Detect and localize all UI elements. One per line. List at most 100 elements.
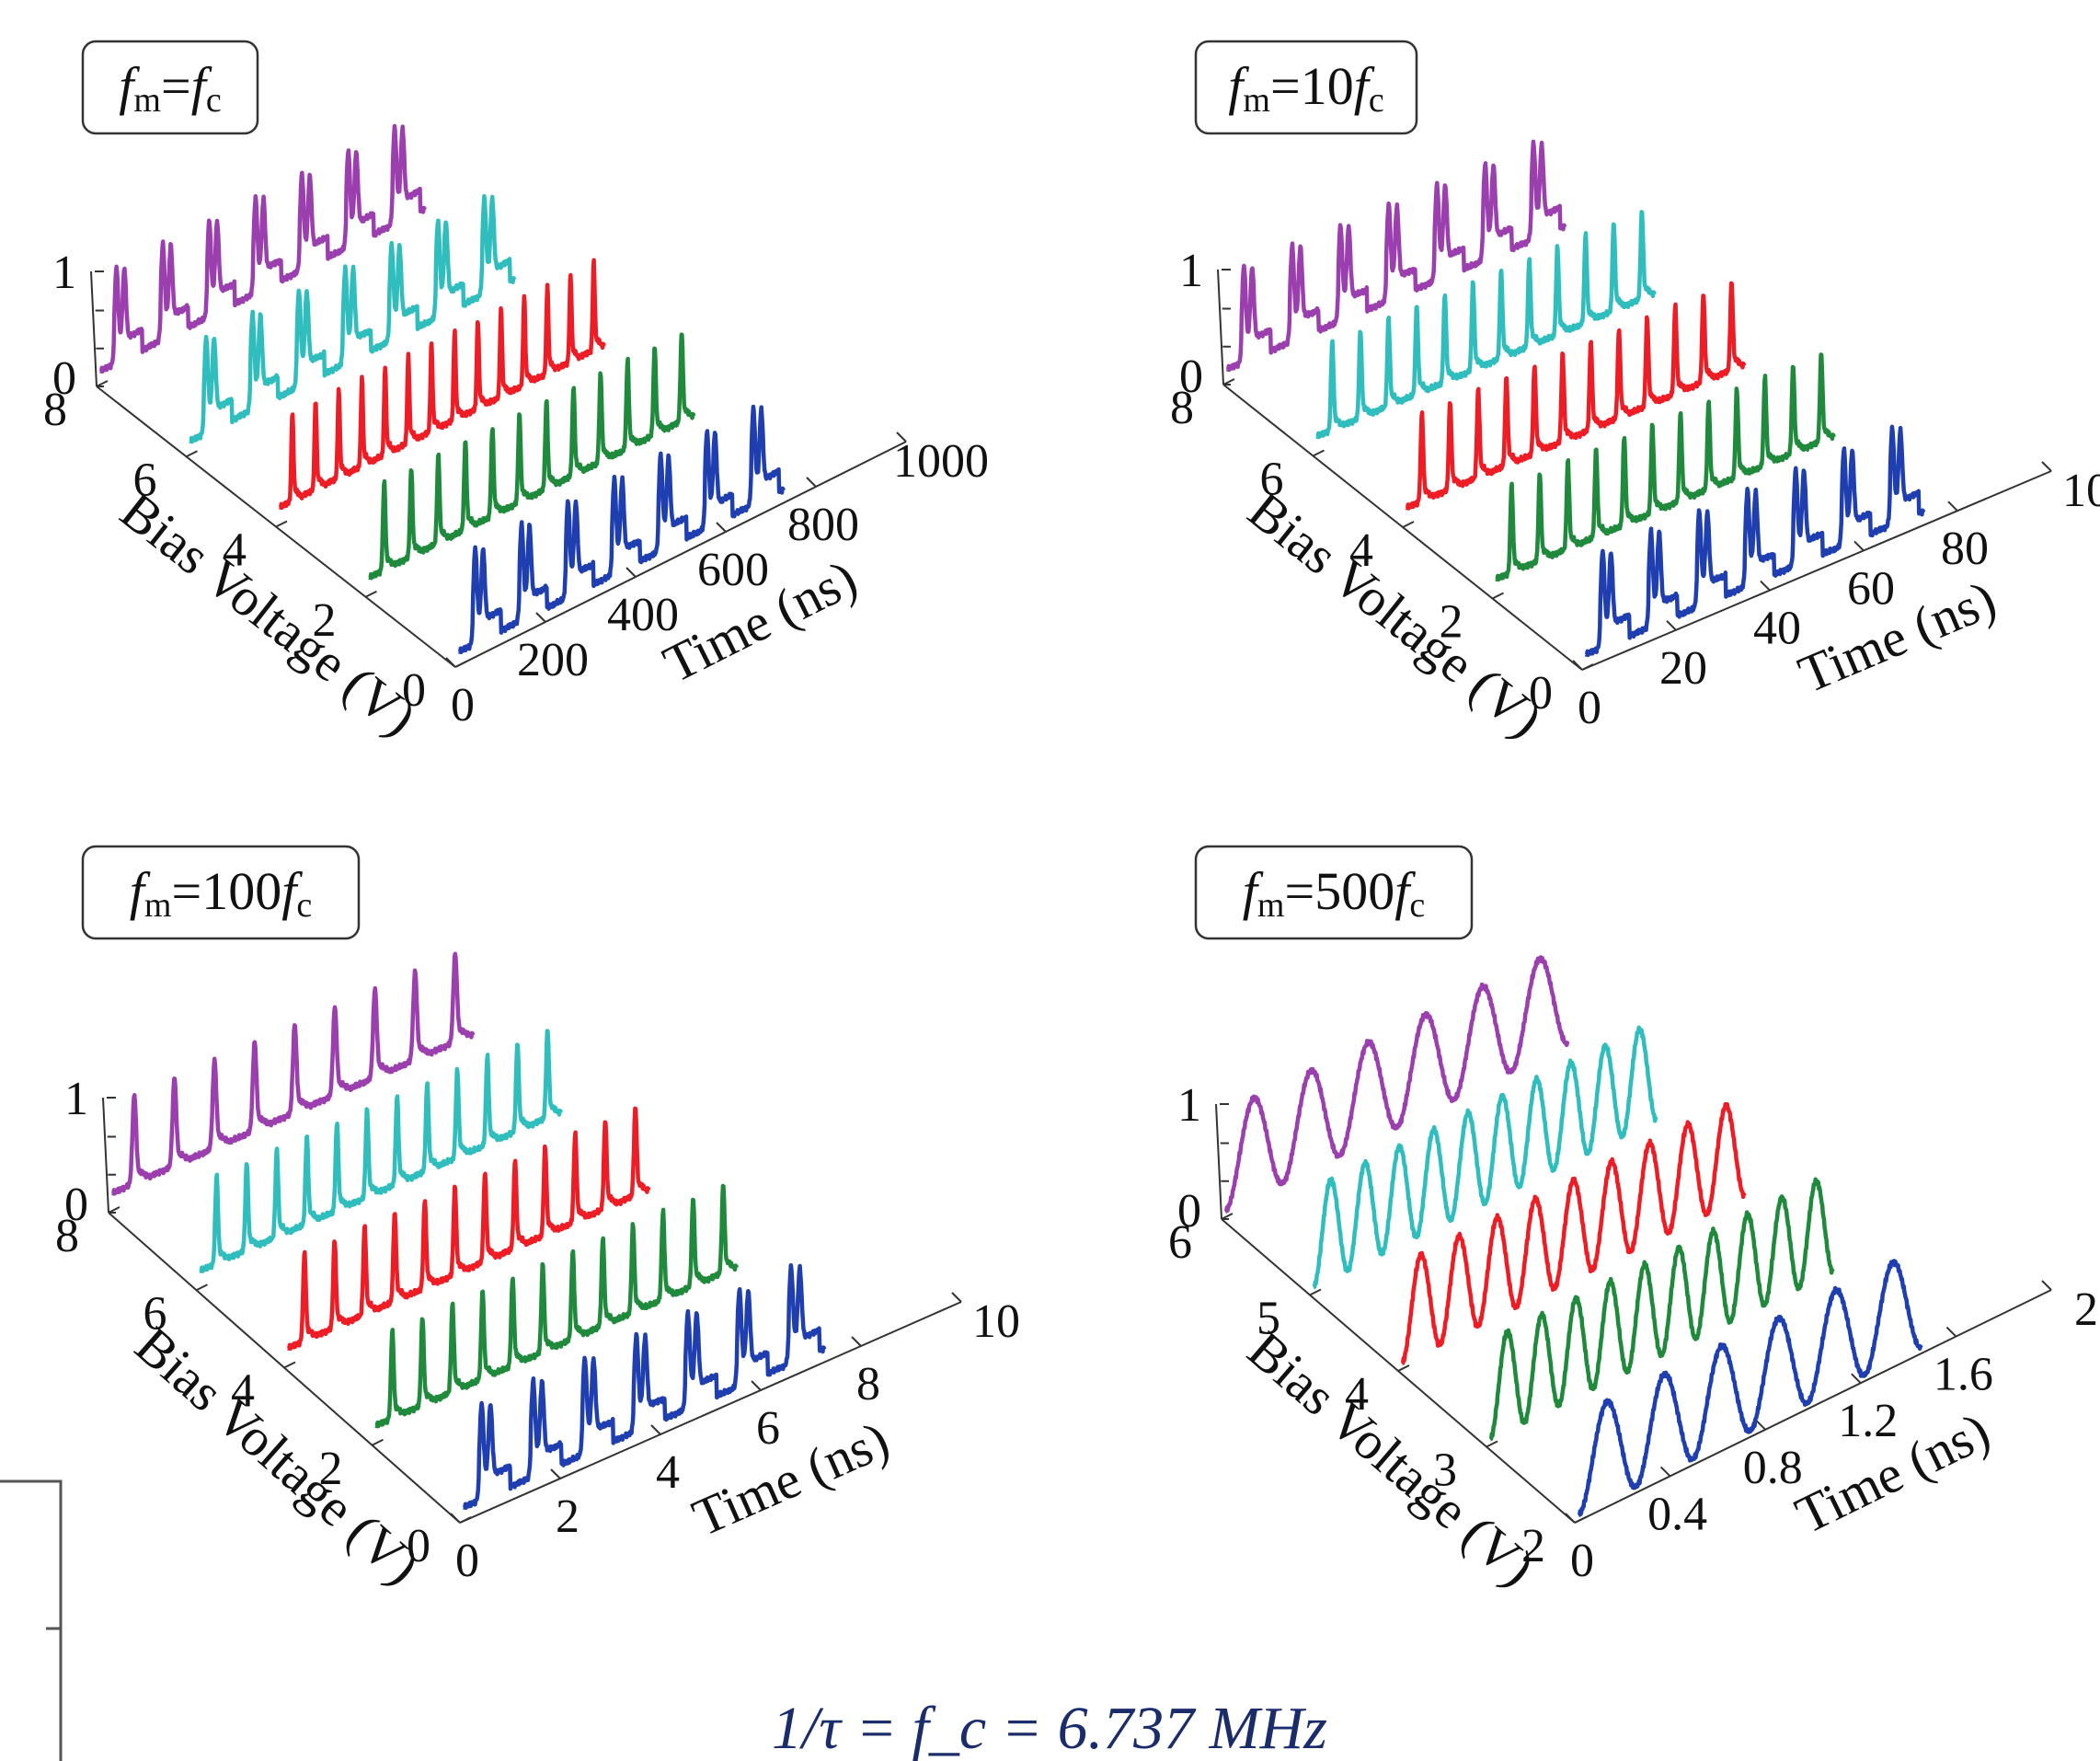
y-tick-label: 4 — [223, 524, 247, 577]
series-trace-red — [278, 258, 606, 511]
x-tick-label: 2 — [2074, 1283, 2098, 1336]
z-tick-label: 1 — [1179, 245, 1203, 297]
x-tick-mark — [1851, 1373, 1862, 1384]
series-trace-purple — [110, 951, 476, 1196]
y-tick-mark — [454, 661, 467, 668]
y-tick-label: 5 — [1257, 1293, 1280, 1345]
z-tick-label: 1 — [52, 247, 76, 299]
y-tick-mark — [1313, 449, 1325, 457]
y-tick-label: 8 — [55, 1210, 79, 1262]
x-tick-label: 1.2 — [1838, 1395, 1898, 1447]
y-tick-mark — [275, 520, 288, 528]
y-tick-label: 2 — [313, 594, 337, 647]
x-tick-label: 2 — [556, 1491, 580, 1543]
x-tick-label: 6 — [756, 1402, 780, 1455]
x-tick-mark — [851, 1336, 862, 1347]
z-tick-label: 0 — [64, 1179, 88, 1231]
x-tick-label: 0.8 — [1743, 1442, 1803, 1494]
x-tick-mark — [535, 612, 546, 623]
series-trace-purple — [98, 123, 427, 374]
y-tick-label: 0 — [1529, 667, 1553, 719]
x-tick-mark — [1760, 580, 1771, 592]
x-tick-label: 10 — [2062, 465, 2100, 517]
y-axis-label: Bias Voltage (V) — [124, 1315, 431, 1595]
time-axis-line — [454, 441, 907, 668]
x-tick-label: 600 — [697, 544, 769, 596]
y-tick-mark — [1581, 663, 1594, 671]
x-tick-label: 40 — [1753, 603, 1801, 655]
series-trace-blue — [1577, 1259, 1923, 1518]
y-tick-mark — [1402, 521, 1415, 528]
series-trace-purple — [1225, 139, 1567, 373]
x-tick-mark — [2041, 461, 2052, 472]
y-tick-label: 6 — [1168, 1216, 1192, 1269]
series-trace-cyan — [1312, 1025, 1658, 1290]
x-tick-mark — [1572, 660, 1583, 671]
z-axis-line — [102, 1097, 109, 1214]
time-axis-line — [459, 1301, 962, 1524]
y-tick-mark — [108, 1206, 120, 1214]
x-tick-mark — [1565, 1513, 1576, 1524]
x-tick-mark — [550, 1468, 561, 1479]
x-tick-label: 60 — [1847, 562, 1895, 615]
series-trace-cyan — [188, 193, 517, 444]
frequency-label-box — [1194, 845, 1474, 940]
x-tick-mark — [650, 1424, 661, 1435]
y-tick-label: 6 — [133, 454, 157, 506]
x-tick-label: 0 — [1578, 682, 1601, 734]
series-trace-red — [1400, 1101, 1747, 1366]
x-tick-mark — [2041, 1280, 2052, 1291]
x-tick-mark — [896, 432, 907, 443]
y-tick-label: 6 — [1260, 454, 1284, 506]
series-trace-green — [1494, 352, 1836, 582]
y-tick-label: 2 — [1521, 1520, 1545, 1572]
x-tick-mark — [1853, 540, 1865, 552]
series-trace-cyan — [198, 1029, 563, 1273]
y-tick-mark — [96, 380, 109, 387]
x-tick-label: 800 — [787, 499, 859, 551]
y-tick-mark — [1221, 1213, 1234, 1220]
x-tick-label: 80 — [1941, 523, 1989, 575]
z-tick-label: 0 — [52, 352, 76, 405]
x-tick-mark — [806, 477, 817, 488]
x-tick-label: 4 — [656, 1446, 680, 1499]
series-trace-green — [1488, 1177, 1835, 1442]
y-tick-mark — [196, 1283, 208, 1292]
y-tick-mark — [1309, 1288, 1322, 1296]
series-trace-red — [1405, 281, 1747, 511]
frame-remnant — [0, 1479, 63, 1761]
z-axis-line — [1217, 269, 1224, 386]
y-tick-mark — [372, 1438, 384, 1446]
series-trace-purple — [1223, 955, 1570, 1214]
y-tick-mark — [1486, 1440, 1498, 1448]
y-tick-mark — [1397, 1364, 1410, 1372]
y-tick-label: 4 — [1345, 1368, 1369, 1421]
series-trace-cyan — [1314, 210, 1657, 440]
x-tick-label: 0 — [1570, 1535, 1594, 1587]
y-tick-label: 8 — [1170, 382, 1194, 434]
y-tick-label: 0 — [407, 1520, 430, 1572]
x-tick-label: 400 — [607, 589, 679, 641]
z-tick-label: 0 — [1177, 1185, 1201, 1237]
time-axis-line — [1581, 470, 2052, 671]
series-trace-blue — [1584, 424, 1926, 658]
y-tick-label: 8 — [43, 384, 67, 436]
x-tick-mark — [1945, 1326, 1957, 1338]
x-tick-label: 1.6 — [1934, 1349, 1993, 1401]
x-tick-label: 0.4 — [1647, 1488, 1707, 1540]
x-tick-label: 8 — [856, 1358, 880, 1410]
y-tick-mark — [1222, 378, 1235, 386]
caption: 1/τ = f_c = 6.737 MHz — [772, 1695, 1327, 1761]
frequency-label-box — [81, 40, 259, 135]
series-trace-blue — [457, 404, 786, 655]
y-tick-label: 2 — [319, 1443, 343, 1495]
y-tick-label: 2 — [1440, 596, 1463, 649]
x-tick-mark — [1947, 501, 1958, 512]
series-trace-red — [286, 1106, 651, 1352]
x-tick-mark — [445, 657, 456, 668]
